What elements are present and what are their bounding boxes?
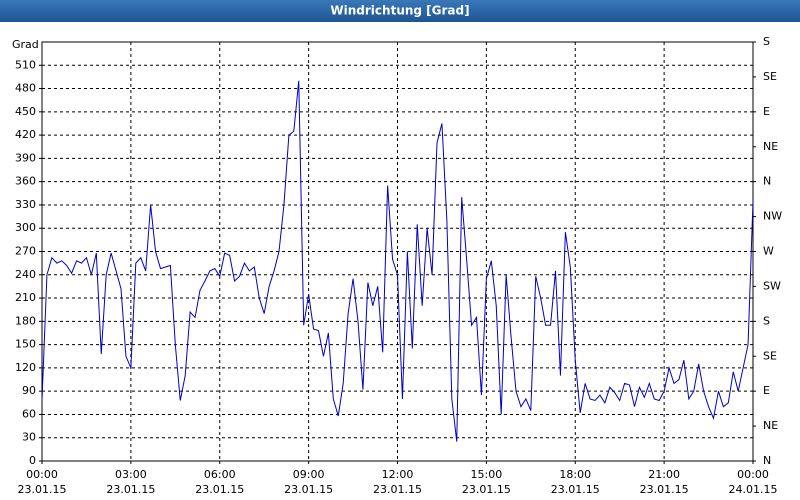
y-tick-label: 330 (15, 198, 36, 211)
x-tick-label: 15:00 23.01.15 (462, 468, 511, 496)
x-tick-label: 09:00 23.01.15 (284, 468, 333, 496)
x-tick-label: 18:00 23.01.15 (551, 468, 600, 496)
y-tick-label: 480 (15, 82, 36, 95)
y-tick-label: 120 (15, 361, 36, 374)
data-line (41, 80, 754, 442)
y-tick-label: 60 (22, 407, 36, 420)
x-tick-label: 21:00 23.01.15 (640, 468, 689, 496)
y2-tick-label: NE (763, 140, 778, 153)
y2-tick-label: S (763, 35, 770, 48)
y2-tick-label: E (763, 384, 770, 397)
y2-tick-label: NW (763, 210, 782, 223)
y-tick-label: 390 (15, 151, 36, 164)
y2-tick-label: S (763, 314, 770, 327)
x-tick-label: 12:00 23.01.15 (373, 468, 422, 496)
x-tick-label: 06:00 23.01.15 (195, 468, 244, 496)
y-tick-label: 420 (15, 128, 36, 141)
y-tick-label: 360 (15, 175, 36, 188)
chart-title: Windrichtung [Grad] (330, 4, 469, 18)
y-tick-label: 210 (15, 291, 36, 304)
y-tick-label: 180 (15, 314, 36, 327)
y2-tick-label: NE (763, 419, 778, 432)
y-tick-label: 90 (22, 384, 36, 397)
y2-tick-label: SW (763, 279, 781, 292)
y-tick-label: 240 (15, 268, 36, 281)
y-tick-label: 450 (15, 105, 36, 118)
y2-tick-label: E (763, 105, 770, 118)
y-tick-label: 510 (15, 58, 36, 71)
x-tick-label: 03:00 23.01.15 (106, 468, 155, 496)
x-tick-label: 00:00 24.01.15 (729, 468, 778, 496)
y2-tick-label: SE (763, 70, 777, 83)
y2-tick-label: N (763, 175, 771, 188)
y-tick-label: 270 (15, 245, 36, 258)
y2-tick-label: SE (763, 349, 777, 362)
y-tick-label: 300 (15, 221, 36, 234)
y-tick-label: 0 (29, 454, 36, 467)
y-tick-label: 150 (15, 338, 36, 351)
y-tick-label: 30 (22, 431, 36, 444)
y2-tick-label: W (763, 245, 774, 258)
y2-tick-label: N (763, 454, 771, 467)
y-axis-label: Grad (12, 38, 39, 51)
x-tick-label: 00:00 23.01.15 (18, 468, 67, 496)
title-bar (0, 0, 800, 22)
